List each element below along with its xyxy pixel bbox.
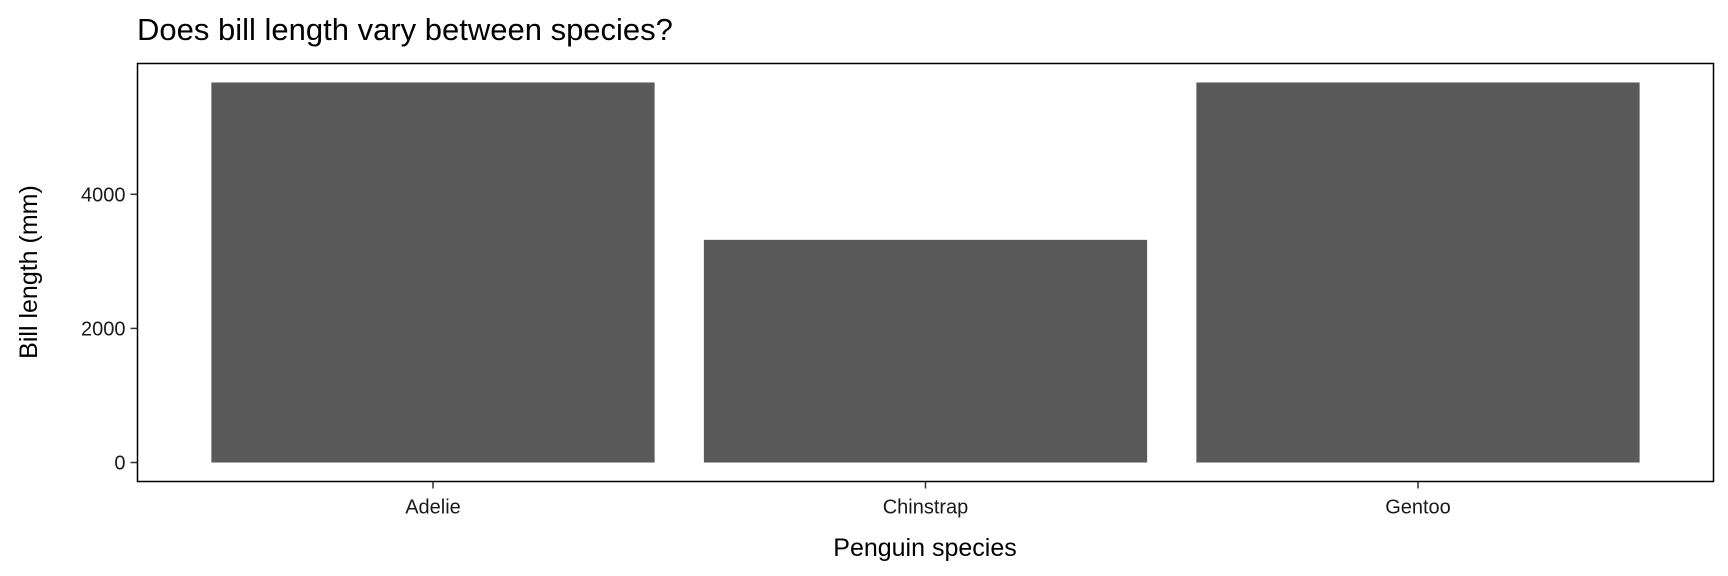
x-tick-label-gentoo: Gentoo [1385, 497, 1451, 519]
y-axis-title: Bill length (mm) [15, 185, 43, 359]
x-tick-label-adelie: Adelie [405, 497, 461, 519]
x-tick-label-chinstrap: Chinstrap [883, 497, 969, 519]
y-tick-label: 4000 [81, 184, 126, 206]
bar-chinstrap [703, 239, 1148, 463]
y-axis-ticks: 0 2000 4000 [81, 184, 138, 475]
bars-group [211, 82, 1640, 463]
y-tick-label: 0 [114, 453, 125, 475]
x-axis-ticks: Adelie Chinstrap Gentoo [405, 481, 1451, 519]
bar-gentoo [1196, 82, 1640, 463]
bar-adelie [211, 82, 655, 463]
y-tick-label: 2000 [81, 318, 126, 340]
chart-title: Does bill length vary between species? [137, 12, 673, 47]
plot-panel-border [136, 62, 1715, 483]
x-axis-title: Penguin species [833, 534, 1016, 562]
